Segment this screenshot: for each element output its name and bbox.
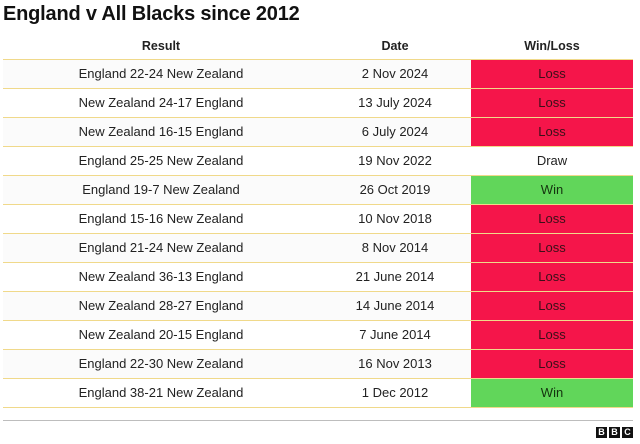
outcome-cell: Win <box>471 174 633 204</box>
date-cell: 16 Nov 2013 <box>319 348 471 378</box>
table-row: England 19-7 New Zealand 26 Oct 2019 Win <box>3 174 633 204</box>
outcome-cell: Loss <box>471 116 633 146</box>
result-cell: England 19-7 New Zealand <box>3 174 319 204</box>
table-row: New Zealand 24-17 England 13 July 2024 L… <box>3 87 633 117</box>
outcome-cell: Loss <box>471 290 633 320</box>
result-cell: New Zealand 28-27 England <box>3 290 319 320</box>
table-row: England 15-16 New Zealand 10 Nov 2018 Lo… <box>3 203 633 233</box>
date-cell: 13 July 2024 <box>319 87 471 117</box>
result-cell: New Zealand 24-17 England <box>3 87 319 117</box>
bbc-logo-letter: B <box>596 427 607 438</box>
outcome-cell: Loss <box>471 348 633 378</box>
table-row: England 21-24 New Zealand 8 Nov 2014 Los… <box>3 232 633 262</box>
result-cell: England 25-25 New Zealand <box>3 145 319 175</box>
outcome-cell: Loss <box>471 58 633 88</box>
outcome-cell: Loss <box>471 261 633 291</box>
table-row: England 25-25 New Zealand 19 Nov 2022 Dr… <box>3 145 633 175</box>
page-title: England v All Blacks since 2012 <box>3 3 300 25</box>
result-cell: England 21-24 New Zealand <box>3 232 319 262</box>
table-row: England 22-30 New Zealand 16 Nov 2013 Lo… <box>3 348 633 378</box>
footer-divider <box>3 420 633 421</box>
outcome-cell: Win <box>471 377 633 408</box>
result-cell: England 22-30 New Zealand <box>3 348 319 378</box>
column-header-date: Date <box>381 38 409 53</box>
date-cell: 8 Nov 2014 <box>319 232 471 262</box>
date-cell: 14 June 2014 <box>319 290 471 320</box>
outcome-cell: Loss <box>471 319 633 349</box>
results-table: Result Date Win/Loss England 22-24 New Z… <box>3 35 633 408</box>
result-cell: England 15-16 New Zealand <box>3 203 319 233</box>
result-cell: England 38-21 New Zealand <box>3 377 319 408</box>
bbc-logo: B B C <box>596 427 633 438</box>
outcome-cell: Loss <box>471 87 633 117</box>
result-cell: New Zealand 20-15 England <box>3 319 319 349</box>
table-row: England 22-24 New Zealand 2 Nov 2024 Los… <box>3 58 633 88</box>
date-cell: 10 Nov 2018 <box>319 203 471 233</box>
table-row: England 38-21 New Zealand 1 Dec 2012 Win <box>3 377 633 408</box>
bbc-logo-letter: B <box>609 427 620 438</box>
table-row: New Zealand 20-15 England 7 June 2014 Lo… <box>3 319 633 349</box>
date-cell: 6 July 2024 <box>319 116 471 146</box>
table-row: New Zealand 16-15 England 6 July 2024 Lo… <box>3 116 633 146</box>
table-row: New Zealand 36-13 England 21 June 2014 L… <box>3 261 633 291</box>
bbc-logo-letter: C <box>622 427 633 438</box>
date-cell: 19 Nov 2022 <box>319 145 471 175</box>
date-cell: 7 June 2014 <box>319 319 471 349</box>
table-header-row: Result Date Win/Loss <box>3 35 633 59</box>
outcome-cell: Loss <box>471 232 633 262</box>
column-header-result: Result <box>141 38 181 53</box>
result-cell: New Zealand 36-13 England <box>3 261 319 291</box>
result-cell: New Zealand 16-15 England <box>3 116 319 146</box>
column-header-outcome: Win/Loss <box>524 38 580 53</box>
date-cell: 2 Nov 2024 <box>319 58 471 88</box>
date-cell: 1 Dec 2012 <box>319 377 471 408</box>
table-row: New Zealand 28-27 England 14 June 2014 L… <box>3 290 633 320</box>
outcome-cell: Loss <box>471 203 633 233</box>
date-cell: 21 June 2014 <box>319 261 471 291</box>
outcome-cell: Draw <box>471 145 633 175</box>
date-cell: 26 Oct 2019 <box>319 174 471 204</box>
result-cell: England 22-24 New Zealand <box>3 58 319 88</box>
